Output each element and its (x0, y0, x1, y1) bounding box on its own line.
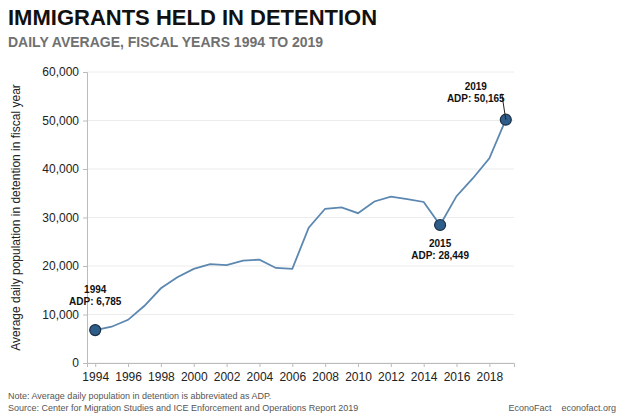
annotation-label: ADP: 6,785 (69, 296, 122, 307)
x-axis: 1994 1996 1998 2000 2002 2004 2006 2008 2010 2012… (82, 363, 514, 384)
y-tick: 60,000 (42, 65, 87, 79)
y-tick-label: 10,000 (42, 308, 79, 322)
y-tick-mark (83, 218, 87, 219)
x-tick-label: 2010 (345, 370, 372, 384)
grid-line (87, 120, 514, 121)
y-tick: 50,000 (42, 114, 87, 128)
y-tick: 20,000 (42, 259, 87, 273)
y-tick-mark (83, 169, 87, 170)
credit: EconoFact econofact.org (508, 403, 616, 413)
x-tick-label: 1994 (82, 370, 109, 384)
x-tick-label: 1996 (115, 370, 142, 384)
y-tick-mark (83, 266, 87, 267)
x-tick-mark (391, 363, 392, 367)
x-tick-mark (227, 363, 228, 367)
x-tick: 2018 (477, 363, 504, 384)
y-tick: 30,000 (42, 211, 87, 225)
x-tick-mark (457, 363, 458, 367)
x-tick-mark (292, 363, 293, 367)
x-tick-label: 2002 (214, 370, 241, 384)
chart: IMMIGRANTS HELD IN DETENTION DAILY AVERAG… (0, 0, 624, 416)
x-tick: 1998 (148, 363, 175, 384)
annotations: 1994ADP: 6,785 2015ADP: 28,449 2019ADP: 50… (69, 81, 506, 307)
x-tick-mark (194, 363, 195, 367)
y-tick: 0 (72, 356, 87, 370)
grid-line (87, 266, 514, 267)
x-tick-label: 2000 (181, 370, 208, 384)
y-tick: 10,000 (42, 308, 87, 322)
grid-line (87, 217, 514, 218)
y-tick-label: 50,000 (42, 114, 79, 128)
x-tick-mark (128, 363, 129, 367)
x-tick-label: 2014 (411, 370, 438, 384)
grid-line (87, 314, 514, 315)
x-tick-mark (325, 363, 326, 367)
y-tick-mark (83, 315, 87, 316)
x-tick: 2010 (345, 363, 372, 384)
y-tick-label: 60,000 (42, 65, 79, 79)
y-tick: 40,000 (42, 162, 87, 176)
x-tick: 2004 (247, 363, 274, 384)
x-tick-mark (95, 363, 96, 367)
y-axis-line (83, 73, 88, 364)
annotation-label: 2019 (465, 81, 488, 92)
data-line (95, 120, 506, 330)
y-tick-mark (83, 121, 87, 122)
y-tick-label: 20,000 (42, 259, 79, 273)
x-tick-label: 2004 (247, 370, 274, 384)
subtitle: DAILY AVERAGE, FISCAL YEARS 1994 TO 2019 (8, 34, 323, 50)
x-tick-mark (161, 363, 162, 367)
annotation-label: ADP: 28,449 (411, 250, 469, 261)
x-tick-label: 1998 (148, 370, 175, 384)
y-axis: 0 10,000 20,000 30,000 40,000 50,000 60,000 (42, 65, 87, 370)
x-tick: 2014 (411, 363, 438, 384)
title: IMMIGRANTS HELD IN DETENTION (8, 5, 377, 30)
x-tick-mark (259, 363, 260, 367)
grid-line (87, 72, 514, 73)
annotation-label: 2015 (429, 238, 452, 249)
x-tick: 2006 (279, 363, 306, 384)
x-tick-label: 2006 (279, 370, 306, 384)
x-tick: 2008 (312, 363, 339, 384)
grid-line (87, 169, 514, 170)
x-tick-mark (489, 363, 490, 367)
x-tick-label: 2016 (444, 370, 471, 384)
annotation-label: ADP: 50,165 (447, 93, 505, 104)
x-tick-mark (358, 363, 359, 367)
x-tick-mark (424, 363, 425, 367)
y-tick-mark (83, 72, 87, 73)
x-tick-label: 2012 (378, 370, 405, 384)
annotation-marker (90, 325, 101, 336)
source: Source: Center for Migration Studies and… (8, 403, 358, 413)
annotation-marker (435, 220, 446, 231)
x-tick: 2016 (444, 363, 471, 384)
x-tick: 2012 (378, 363, 405, 384)
x-tick: 1996 (115, 363, 142, 384)
y-tick-mark (83, 363, 87, 364)
y-tick-label: 0 (72, 356, 79, 370)
y-axis-title: Average daily population in detention in… (9, 84, 23, 351)
annotation-label: 1994 (84, 284, 107, 295)
plot-area (90, 114, 512, 335)
grid (87, 72, 514, 363)
x-tick: 1994 (82, 363, 109, 384)
x-tick: 2000 (181, 363, 208, 384)
x-tick-label: 2008 (312, 370, 339, 384)
x-axis-line (88, 364, 515, 368)
y-tick-label: 30,000 (42, 211, 79, 225)
x-tick: 2002 (214, 363, 241, 384)
note: Note: Average daily population in detent… (8, 391, 271, 401)
y-tick-label: 40,000 (42, 162, 79, 176)
x-tick-label: 2018 (477, 370, 504, 384)
